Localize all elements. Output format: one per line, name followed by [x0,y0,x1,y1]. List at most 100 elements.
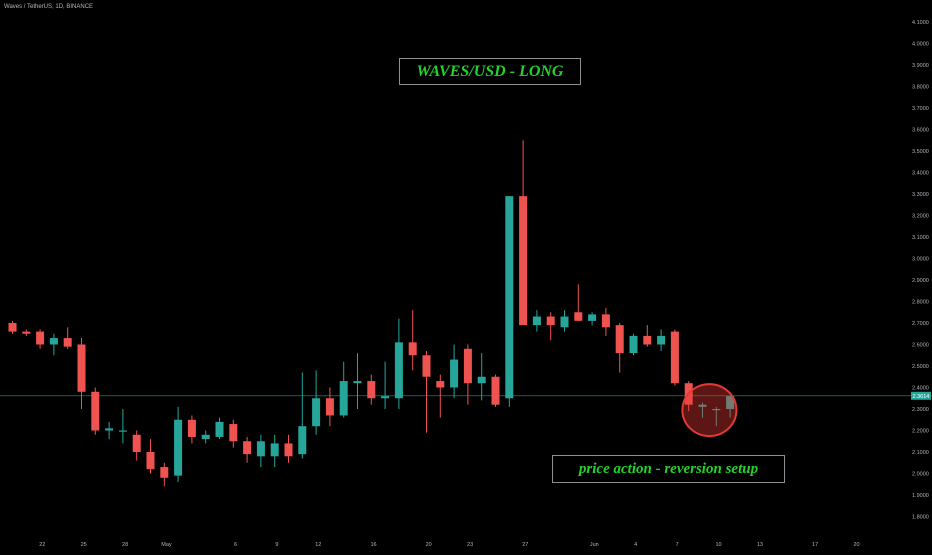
candle [77,338,86,409]
candle [670,329,679,386]
candle-body [284,443,293,457]
y-tick-label: 2.2000 [912,429,929,435]
candle-body [560,316,569,328]
candle [339,361,348,418]
candle-body [256,441,265,457]
y-tick-label: 2.6000 [912,343,929,349]
candle [463,344,472,405]
candle [312,370,321,435]
candle [8,320,17,334]
x-tick-label: May [161,542,172,548]
candle-body [643,335,652,345]
candle-body [298,426,307,455]
y-tick-label: 3.1000 [912,235,929,241]
candle [519,140,528,326]
symbol-header[interactable]: Waves / TetherUS, 1D, BINANCE [4,4,94,10]
candle [160,462,169,487]
candle-body [215,421,224,437]
candle-body [381,396,390,399]
candle-body [243,441,252,455]
x-tick-label: 4 [634,542,637,548]
candle [367,374,376,405]
candle-body [160,467,169,478]
title-annotation-box[interactable]: WAVES/USD - LONG [399,58,581,85]
last-price-tag [911,391,931,400]
y-tick-label: 2.1000 [912,450,929,456]
candle-body [132,434,141,452]
candle-body [546,316,555,326]
time-axis[interactable]: 22 25 28 May 6 9 12 16 20 23 27 Jun 4 7 10 13 17 20 [39,542,859,548]
x-tick-label: 10 [715,542,721,548]
highlight-circle-layer [681,383,738,438]
last-price-tag-label: 2.3614 [913,394,930,400]
candle [201,430,210,444]
candle-body [36,331,45,345]
x-tick-label: 20 [426,542,432,548]
candle [146,439,155,474]
candle-body [201,434,210,440]
x-tick-label: 25 [81,542,87,548]
candle [325,387,334,427]
y-tick-label: 3.3000 [912,192,929,198]
y-tick-label: 3.9000 [912,63,929,69]
x-tick-label: 23 [467,542,473,548]
candle [615,323,624,373]
title-annotation-text: WAVES/USD - LONG [416,62,564,80]
candle [546,312,555,341]
candle [643,325,652,347]
x-tick-label: 27 [522,542,528,548]
note-annotation-box[interactable]: price action - reversion setup [552,455,785,483]
candle [601,307,610,336]
candle [229,419,238,448]
candle-body [312,398,321,427]
candle-body [450,359,459,388]
candle [712,406,721,427]
y-tick-label: 3.5000 [912,149,929,155]
candle-body [8,323,17,332]
candle [477,353,486,401]
candle-body [91,391,100,431]
candle [560,310,569,332]
y-tick-label: 3.7000 [912,106,929,112]
y-tick-label: 3.8000 [912,85,929,91]
candle-body [657,335,666,345]
candle [215,417,224,440]
candle-body [339,381,348,416]
x-tick-label: 12 [315,542,321,548]
x-tick-label: 16 [370,542,376,548]
candle-body [174,419,183,476]
y-tick-label: 4.1000 [912,20,929,26]
x-tick-label: 17 [812,542,818,548]
x-tick-label: 28 [122,542,128,548]
x-tick-label: 6 [234,542,237,548]
candle [49,333,58,356]
candle [174,406,183,483]
candle [256,434,265,468]
candle [187,415,196,444]
candle-body [505,196,514,399]
candle-body [698,404,707,407]
candle-body [353,381,362,384]
highlight-circle [681,383,738,438]
y-tick-label: 3.6000 [912,128,929,134]
y-tick-label: 2.3000 [912,407,929,413]
candle [381,361,390,409]
candle-body [519,196,528,326]
candle [408,310,417,371]
candle [132,430,141,461]
candle [91,387,100,435]
candle [36,329,45,349]
y-tick-label: 2.8000 [912,300,929,306]
candle-body [105,428,114,431]
candle-body [601,314,610,328]
candle [22,329,31,336]
y-tick-label: 2.0000 [912,472,929,478]
x-tick-label: 13 [757,542,763,548]
price-axis[interactable]: 4.1000 4.0000 3.9000 3.8000 3.7000 3.6000 3.50… [911,20,931,521]
candle [118,409,127,444]
candle-body [394,342,403,399]
candles-layer [8,140,735,487]
candle-body [588,314,597,321]
